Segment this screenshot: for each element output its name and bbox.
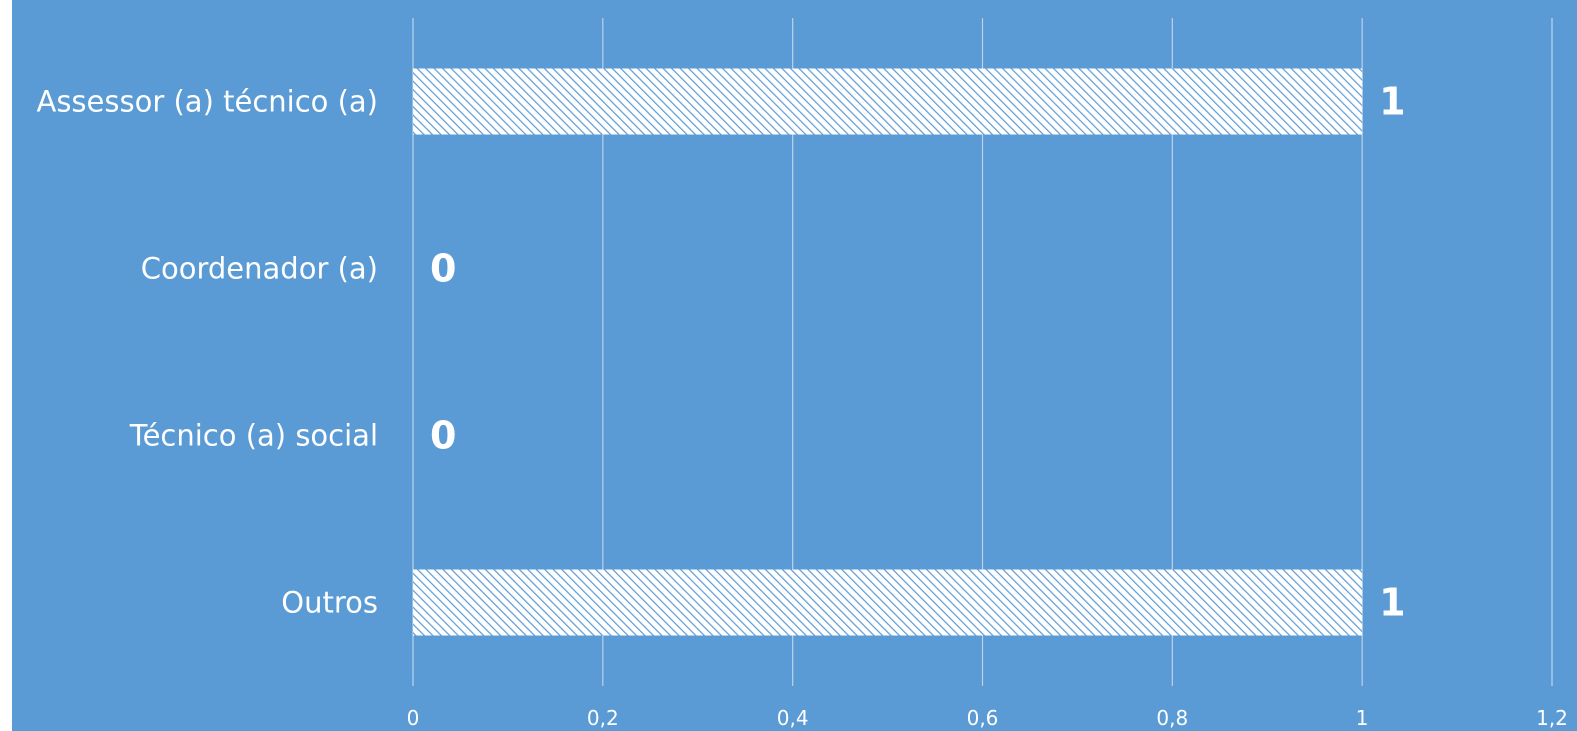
category-label: Técnico (a) social [129, 419, 378, 453]
data-label: 0 [430, 414, 456, 458]
x-tick-label: 0,2 [587, 706, 619, 730]
category-label: Coordenador (a) [141, 252, 378, 286]
x-tick-label: 0,8 [1156, 706, 1188, 730]
x-tick-label: 0,6 [967, 706, 999, 730]
x-tick-label: 1,2 [1536, 706, 1568, 730]
category-label: Assessor (a) técnico (a) [36, 85, 378, 119]
category-axis-labels: Assessor (a) técnico (a) Coordenador (a) T… [36, 85, 378, 620]
x-tick-label: 0 [407, 706, 420, 730]
bar [413, 569, 1363, 636]
data-label: 0 [430, 247, 456, 291]
data-labels: 1 0 0 1 [430, 80, 1406, 625]
bar [413, 68, 1363, 135]
x-tick-label: 0,4 [777, 706, 809, 730]
category-label: Outros [281, 586, 378, 620]
value-axis-tick-labels: 0 0,2 0,4 0,6 0,8 1 1,2 [407, 706, 1568, 730]
data-label: 1 [1379, 80, 1405, 124]
data-label: 1 [1379, 581, 1405, 625]
x-tick-label: 1 [1356, 706, 1369, 730]
bars [413, 68, 1363, 636]
